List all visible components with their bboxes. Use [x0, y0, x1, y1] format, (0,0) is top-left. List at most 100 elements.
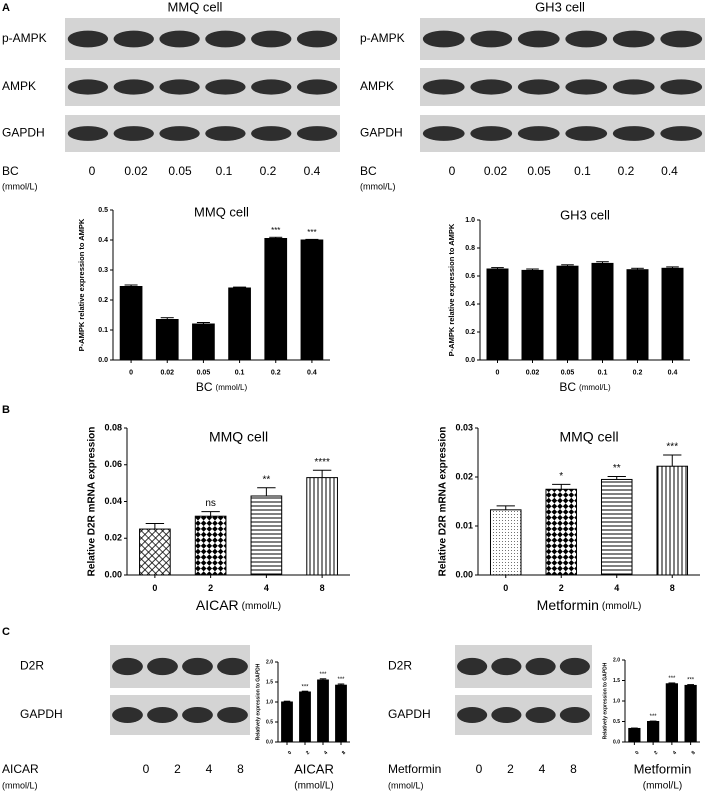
bar — [250, 495, 283, 576]
blot-row-label: p-AMPK — [2, 31, 47, 45]
blot-band — [457, 707, 488, 723]
bar — [656, 465, 689, 576]
x-tick-label: 8 — [320, 583, 325, 593]
treatment-unit: (mmol/L) — [388, 780, 424, 790]
error-bar — [687, 684, 694, 686]
x-tick-label: 0.1 — [598, 370, 608, 377]
blot-band — [565, 30, 608, 48]
blot-band — [147, 707, 178, 723]
bar — [556, 265, 579, 361]
error-bar — [312, 469, 332, 478]
blot-band — [660, 30, 703, 48]
blot-band — [112, 707, 143, 723]
blot-row-label: D2R — [388, 659, 412, 673]
blot-band — [517, 126, 560, 141]
error-bar — [160, 317, 174, 320]
significance-label: ns — [205, 498, 216, 509]
x-axis-label: BC (mmol/L) — [196, 380, 248, 394]
bar — [545, 488, 578, 576]
significance-label: *** — [668, 676, 676, 682]
x-axis-unit: (mmol/L) — [242, 601, 281, 612]
error-bar — [663, 454, 682, 467]
lane-label: 4 — [539, 762, 546, 776]
bar — [628, 727, 641, 743]
x-tick-label: 0 — [152, 583, 157, 593]
bar — [119, 286, 143, 361]
blot-band — [296, 126, 338, 141]
bar — [600, 478, 633, 576]
blot-band — [159, 126, 200, 141]
blot-band — [517, 30, 560, 48]
y-tick-label: 0.2 — [98, 297, 108, 304]
y-tick-label: 0.00 — [455, 569, 473, 579]
bar — [647, 721, 660, 743]
blot-band — [517, 79, 560, 95]
significance-label: *** — [650, 714, 658, 720]
blot-strip — [420, 18, 705, 60]
lane-label: 0 — [89, 164, 96, 178]
y-tick-label: 0.5 — [266, 719, 273, 725]
x-tick-label: 2 — [208, 583, 213, 593]
x-axis-unit: (mmol/L) — [602, 601, 641, 612]
error-bar — [607, 476, 626, 480]
x-tick-label: 0.1 — [235, 370, 245, 377]
significance-label: ** — [262, 474, 270, 485]
error-bar — [233, 286, 247, 288]
blot-band — [422, 126, 465, 141]
y-tick-label: 2.0 — [266, 659, 273, 665]
error-bar — [668, 682, 676, 684]
x-tick-label: 0.2 — [271, 370, 281, 377]
x-tick-label: 2 — [653, 750, 659, 756]
blot-band — [147, 657, 178, 676]
lane-label: 0.05 — [527, 164, 551, 178]
blot-row-label: D2R — [20, 659, 44, 673]
blot-band — [251, 79, 292, 95]
blot-band — [205, 126, 246, 141]
x-tick-label: 0 — [503, 583, 508, 593]
y-tick-label: 1.5 — [266, 679, 273, 685]
chart-title: MMQ cell — [559, 429, 618, 445]
bar — [665, 683, 678, 743]
significance-label: *** — [307, 228, 316, 237]
bar — [317, 679, 329, 743]
y-tick-label: 1.5 — [613, 678, 620, 684]
x-tick-label: 0.4 — [668, 370, 678, 377]
error-bar — [283, 700, 291, 702]
blot-band — [559, 707, 590, 723]
y-tick-label: 2.0 — [613, 657, 620, 663]
lane-label: 0.02 — [124, 164, 148, 178]
lane-label: 0 — [143, 762, 150, 776]
panel-label: C — [2, 626, 10, 638]
x-axis-unit: (mmol/L) — [216, 383, 248, 392]
significance-label: *** — [337, 677, 345, 683]
y-tick-label: 0.02 — [455, 471, 473, 481]
bar — [335, 684, 347, 743]
blot-band — [559, 657, 590, 676]
chart-title: MMQ cell — [209, 429, 268, 445]
y-tick-label: 0.03 — [455, 422, 473, 432]
y-tick-label: 0.01 — [455, 520, 473, 530]
y-tick-label: 0.02 — [104, 533, 122, 543]
blot-band — [182, 657, 213, 676]
x-tick-label: 4 — [614, 583, 619, 593]
error-bar — [301, 690, 309, 692]
error-bar — [124, 284, 138, 287]
x-tick-label: 0 — [287, 750, 293, 756]
blot-band — [612, 79, 655, 95]
y-axis-label: Relatively expression to GAPDH — [602, 662, 608, 739]
x-tick-label: 0 — [129, 370, 133, 377]
x-tick-label: 8 — [341, 750, 347, 756]
blot-band — [525, 657, 556, 676]
lane-label: 0 — [476, 762, 483, 776]
y-axis-label: Relatively expression to GAPDH — [255, 663, 261, 740]
bar — [155, 319, 179, 361]
blot-row-label: GAPDH — [20, 707, 63, 721]
blot-band — [422, 30, 465, 48]
error-bar — [596, 261, 609, 264]
blot-row-label: GAPDH — [388, 707, 431, 721]
y-tick-label: 0.0 — [465, 357, 475, 364]
y-tick-label: 1.0 — [465, 217, 475, 224]
x-axis-name: AICAR — [196, 597, 239, 613]
y-tick-label: 0.1 — [98, 327, 108, 334]
bar — [300, 239, 324, 361]
